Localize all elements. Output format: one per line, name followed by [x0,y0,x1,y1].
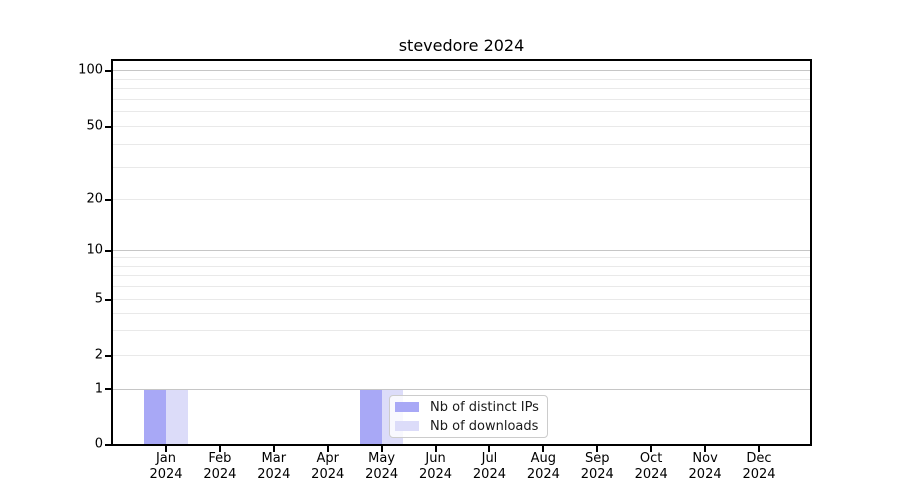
x-tick-label-year: 2024 [580,467,614,482]
y-axis-tick [105,388,111,390]
y-tick-label: 2 [94,347,103,363]
y-axis-tick [105,443,111,446]
y-gridline-minor [113,78,810,80]
y-tick-label: 50 [86,118,103,134]
legend-swatch-icon [395,421,419,431]
x-tick-label-month: Aug [530,451,557,466]
bar-distinct-ips [144,388,166,444]
x-axis-tick [434,446,437,452]
x-tick-label-month: Nov [692,451,718,466]
y-gridline-minor [113,143,810,145]
y-axis-tick [105,69,111,72]
x-axis-tick [650,446,653,452]
y-gridline-minor [113,166,810,168]
x-tick-label-month: Mar [261,451,287,466]
y-gridline-minor [113,312,810,314]
x-tick-label: Mar 2024 [257,451,290,483]
x-axis-tick [326,446,329,452]
y-gridline-minor [113,299,810,300]
y-gridline-minor [113,355,810,356]
x-tick-label-year: 2024 [418,467,453,482]
x-tick-label: Aug 2024 [527,451,560,483]
y-gridline-minor [113,286,810,288]
y-gridline-minor [113,98,810,100]
y-axis-tick [105,354,111,357]
x-tick-label-month: Feb [208,451,232,466]
x-tick-label: Jun 2024 [419,451,452,483]
x-tick-label: Apr 2024 [311,451,344,483]
y-tick-label: 0 [94,436,103,452]
y-gridline-minor [113,126,810,127]
x-tick-label-year: 2024 [688,467,722,482]
x-tick-label-year: 2024 [526,467,560,482]
x-axis-tick [596,446,599,452]
bar-downloads [166,388,188,444]
x-axis-tick [542,446,545,452]
y-axis-tick [105,125,111,128]
legend: Nb of distinct IPs Nb of downloads [389,395,548,438]
y-gridline-minor [113,265,810,267]
y-tick-label: 100 [78,62,103,78]
chart-title: stevedore 2024 [398,36,525,55]
y-axis-tick [105,249,111,252]
y-tick-label: 10 [86,242,103,258]
y-gridline-minor [113,275,810,277]
x-tick-label: Jul 2024 [473,451,506,483]
x-tick-label: Jan 2024 [149,451,182,483]
x-axis-tick [704,446,707,452]
x-axis-tick [165,446,167,452]
y-tick-label: 1 [94,381,103,396]
x-tick-label-month: Dec [746,451,772,466]
y-gridline-major [113,388,810,390]
y-axis-tick [105,298,111,301]
bar-distinct-ips [360,388,382,444]
x-tick-label-year: 2024 [742,467,776,482]
x-tick-label-year: 2024 [149,467,183,482]
legend-entry: Nb of downloads [395,417,539,435]
x-axis-tick [488,446,491,452]
x-tick-label-month: Apr [316,451,339,466]
plot-area: Nb of distinct IPs Nb of downloads [105,59,812,452]
x-tick-label-month: May [368,451,396,466]
x-tick-label: Oct 2024 [635,451,668,483]
legend-label: Nb of downloads [430,418,539,434]
x-tick-label-month: Sep [585,451,610,466]
legend-entry: Nb of distinct IPs [395,398,539,416]
x-tick-label-year: 2024 [257,467,291,482]
y-tick-label: 5 [94,291,103,307]
x-tick-label: Sep 2024 [581,451,614,483]
legend-label: Nb of distinct IPs [430,399,539,415]
legend-swatch-icon [395,402,419,412]
x-axis-tick [272,446,275,452]
x-tick-label: May 2024 [365,451,398,483]
y-gridline-major [113,250,810,251]
y-gridline-minor [113,111,810,113]
x-tick-label-month: Jan [155,451,177,466]
y-gridline-minor [113,257,810,259]
x-tick-label-year: 2024 [634,467,668,482]
x-tick-label-month: Jul [481,451,498,466]
x-axis-tick [757,446,760,452]
x-tick-label: Feb 2024 [203,451,236,483]
y-gridline-minor [113,330,810,332]
y-gridline-minor [113,199,810,200]
x-axis-tick [380,446,383,452]
y-gridline-minor [113,88,810,90]
x-tick-label-year: 2024 [365,467,399,482]
y-gridline-major [113,70,810,71]
y-axis-tick [105,198,111,201]
y-tick-label: 20 [86,191,103,207]
x-tick-label-year: 2024 [311,467,345,482]
x-tick-label: Nov 2024 [689,451,722,483]
x-tick-label-year: 2024 [472,467,506,482]
x-tick-label: Dec 2024 [742,451,775,483]
x-axis-tick [218,446,221,452]
x-tick-label-month: Oct [639,451,663,466]
x-tick-label-month: Jun [425,451,446,466]
x-tick-label-year: 2024 [203,467,237,482]
